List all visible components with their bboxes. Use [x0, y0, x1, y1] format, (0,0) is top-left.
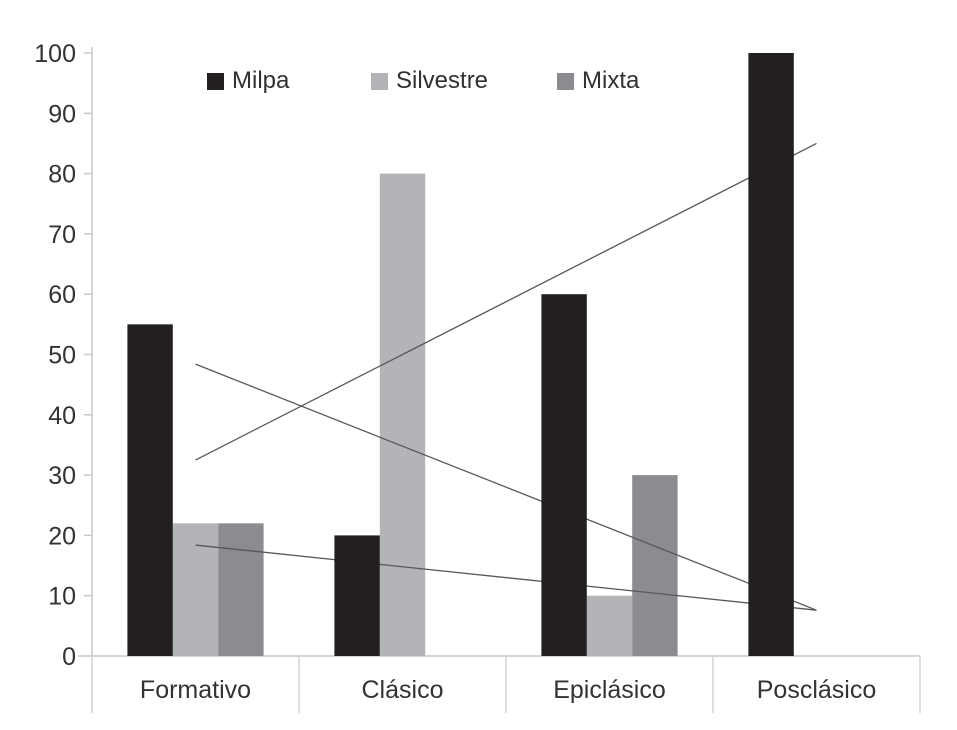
y-tick-label: 50 — [48, 342, 76, 370]
y-tick-label: 40 — [48, 402, 76, 430]
legend-item-milpa: Milpa — [207, 67, 290, 94]
bar-silvestre-2 — [586, 595, 633, 656]
y-tick-label: 20 — [48, 522, 76, 550]
legend-swatch-mixta — [557, 72, 574, 90]
bar-silvestre-1 — [379, 173, 426, 656]
legend-swatch-silvestre — [371, 72, 388, 90]
bar-mixta-0 — [218, 523, 264, 656]
y-tick-label: 0 — [62, 643, 76, 671]
category-label: Formativo — [140, 676, 251, 704]
legend-item-mixta: Mixta — [557, 67, 640, 94]
y-tick-label: 80 — [48, 161, 76, 189]
bar-milpa-3 — [748, 53, 794, 656]
legend-swatch-milpa — [207, 72, 224, 90]
bar-silvestre-0 — [172, 523, 219, 656]
trend-line-mixta — [195, 544, 817, 611]
y-tick-label: 30 — [48, 462, 76, 490]
y-tick-label: 100 — [34, 40, 76, 68]
bar-milpa-0 — [127, 324, 173, 656]
bar-milpa-1 — [334, 535, 380, 656]
trend-line-silvestre — [195, 363, 817, 611]
y-tick-label: 90 — [48, 100, 76, 128]
legend-label-mixta: Mixta — [582, 67, 640, 94]
bar-mixta-2 — [632, 475, 678, 656]
y-tick-label: 70 — [48, 221, 76, 249]
legend-item-silvestre: Silvestre — [371, 67, 489, 94]
legend-label-silvestre: Silvestre — [396, 67, 489, 94]
y-tick-label: 10 — [48, 583, 76, 611]
category-label: Clásico — [362, 676, 444, 704]
legend-label-milpa: Milpa — [232, 67, 290, 94]
trend-line-milpa — [195, 142, 817, 461]
category-label: Epiclásico — [553, 676, 666, 704]
category-label: Posclásico — [757, 676, 877, 704]
bar-milpa-2 — [541, 294, 587, 656]
y-tick-label: 60 — [48, 281, 76, 309]
